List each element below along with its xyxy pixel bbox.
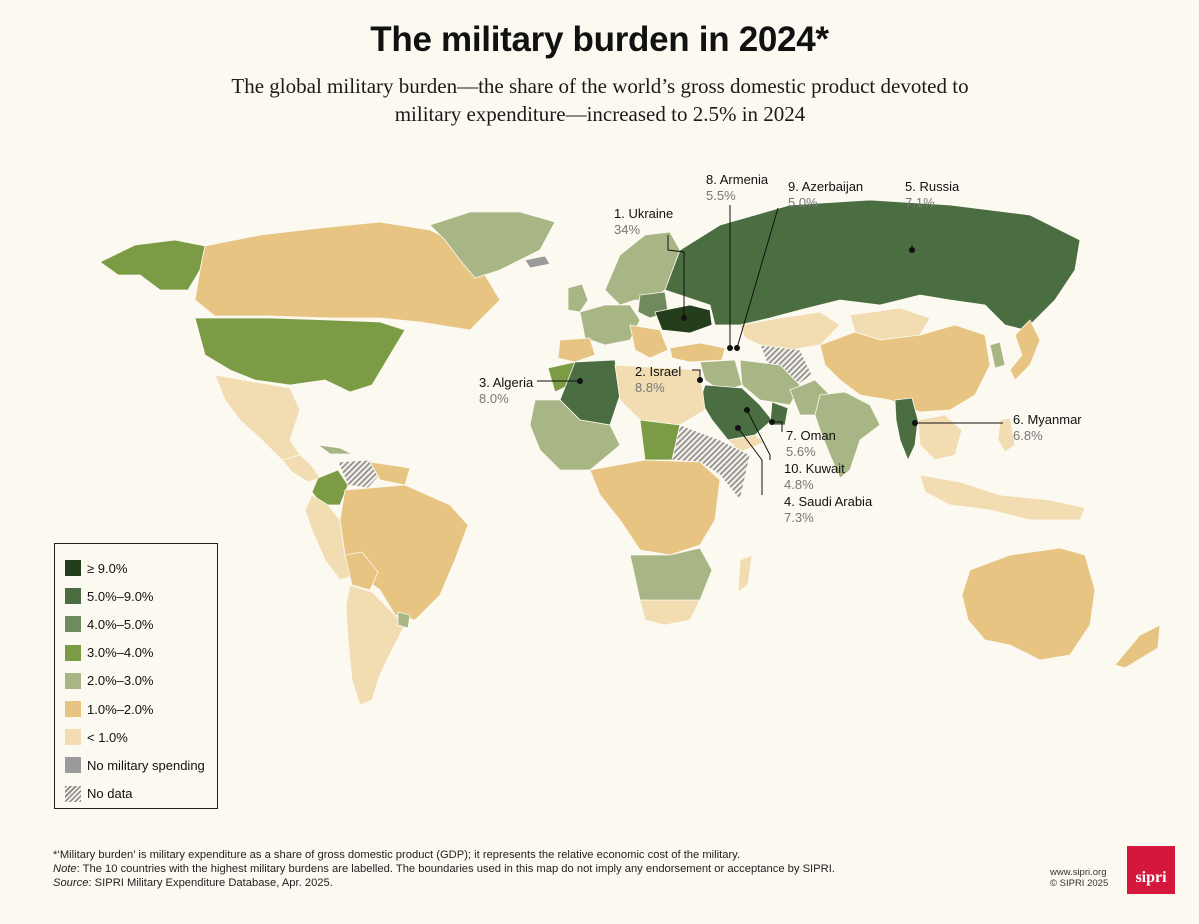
legend-swatch <box>65 729 81 746</box>
legend-label: < 1.0% <box>87 729 128 745</box>
region-argentina-chile <box>345 584 406 706</box>
legend-label: 5.0%–9.0% <box>87 588 154 604</box>
callout-myanmar: 6. Myanmar 6.8% <box>1013 412 1082 443</box>
legend-label: 1.0%–2.0% <box>87 701 154 717</box>
region-russia <box>664 199 1081 331</box>
legend-swatch <box>65 616 81 633</box>
legend-item: 2.0%–3.0% <box>65 667 217 695</box>
legend-label: 4.0%–5.0% <box>87 616 154 632</box>
region-venezuela <box>337 459 381 489</box>
legend-swatch <box>65 785 81 802</box>
footnote-note: Note: The 10 countries with the highest … <box>53 863 835 875</box>
region-guianas <box>369 461 411 486</box>
region-horn <box>671 424 751 501</box>
footnote-source: Source: SIPRI Military Expenditure Datab… <box>53 877 333 889</box>
region-central-africa <box>589 459 721 556</box>
legend-swatch <box>65 588 81 605</box>
legend-item: ≥ 9.0% <box>65 554 217 582</box>
region-south-africa <box>639 599 701 626</box>
region-central-america <box>281 454 321 483</box>
legend-item: 5.0%–9.0% <box>65 582 217 610</box>
region-korea <box>989 341 1006 369</box>
legend-item: 1.0%–2.0% <box>65 695 217 723</box>
region-se-asia <box>917 414 963 461</box>
copyright: © SIPRI 2025 <box>1050 878 1109 889</box>
region-peru <box>304 494 356 581</box>
region-cuba <box>316 444 353 455</box>
callout-ukraine: 1. Ukraine 34% <box>614 206 674 237</box>
legend-swatch <box>65 701 81 718</box>
region-indonesia <box>919 474 1086 521</box>
callout-algeria: 3. Algeria 8.0% <box>479 375 534 406</box>
page-title: The military burden in 2024* <box>370 20 829 59</box>
legend-label: 2.0%–3.0% <box>87 673 154 689</box>
region-iceland <box>524 255 551 269</box>
callout-oman: 7. Oman 5.6% <box>786 428 836 459</box>
region-uruguay <box>397 611 411 629</box>
legend-swatch <box>65 560 81 577</box>
legend-item: 4.0%–5.0% <box>65 610 217 638</box>
world-map <box>99 199 1161 706</box>
callout-saudi-arabia: 4. Saudi Arabia 7.3% <box>784 494 873 525</box>
region-colombia <box>311 469 349 506</box>
legend-swatch <box>65 644 81 661</box>
legend-item: 3.0%–4.0% <box>65 639 217 667</box>
region-canada <box>194 221 501 331</box>
region-west-africa <box>529 399 621 471</box>
legend-item: No data <box>65 780 217 808</box>
sipri-logo: sipri <box>1127 846 1175 894</box>
brand-text: www.sipri.org © SIPRI 2025 <box>1050 867 1108 889</box>
region-scandinavia <box>604 231 681 306</box>
region-china <box>819 324 991 413</box>
page-subtitle: The global military burden—the share of … <box>231 74 969 126</box>
legend-swatch <box>65 757 81 774</box>
callout-kuwait: 10. Kuwait 4.8% <box>784 461 845 492</box>
legend-item: No military spending <box>65 751 217 779</box>
region-central-europe <box>629 324 669 359</box>
legend-label: No data <box>87 786 133 802</box>
region-bolivia <box>344 551 379 591</box>
website-link[interactable]: www.sipri.org <box>1050 867 1107 878</box>
legend-label: No military spending <box>87 757 205 773</box>
callout-armenia: 8. Armenia 5.5% <box>706 172 769 203</box>
region-australia <box>961 547 1096 661</box>
legend-label: 3.0%–4.0% <box>87 645 154 661</box>
callout-russia: 5. Russia 7.1% <box>905 179 960 210</box>
region-new-zealand <box>1114 624 1161 669</box>
legend-label: ≥ 9.0% <box>87 560 128 576</box>
callout-azerbaijan: 9. Azerbaijan 5.0% <box>788 179 864 210</box>
region-turkey <box>669 342 726 363</box>
region-uk <box>567 283 589 313</box>
region-philippines <box>997 417 1016 453</box>
region-india <box>814 391 881 479</box>
region-myanmar <box>894 397 919 462</box>
region-japan <box>1009 319 1041 381</box>
map-legend: ≥ 9.0% 5.0%–9.0% 4.0%–5.0% 3.0%–4.0% 2.0… <box>54 543 218 809</box>
legend-item: < 1.0% <box>65 723 217 751</box>
region-mexico <box>214 374 301 461</box>
callout-israel: 2. Israel 8.8% <box>635 364 682 395</box>
footnote-definition: *‘Military burden’ is military expenditu… <box>53 849 741 861</box>
region-oman <box>769 401 789 426</box>
region-alaska <box>99 239 206 291</box>
legend-swatch <box>65 672 81 689</box>
region-usa <box>194 317 406 393</box>
region-greenland <box>429 211 556 279</box>
region-iberia <box>557 337 596 363</box>
footnote: *‘Military burden’ is military expenditu… <box>53 848 835 890</box>
region-madagascar <box>737 554 753 593</box>
